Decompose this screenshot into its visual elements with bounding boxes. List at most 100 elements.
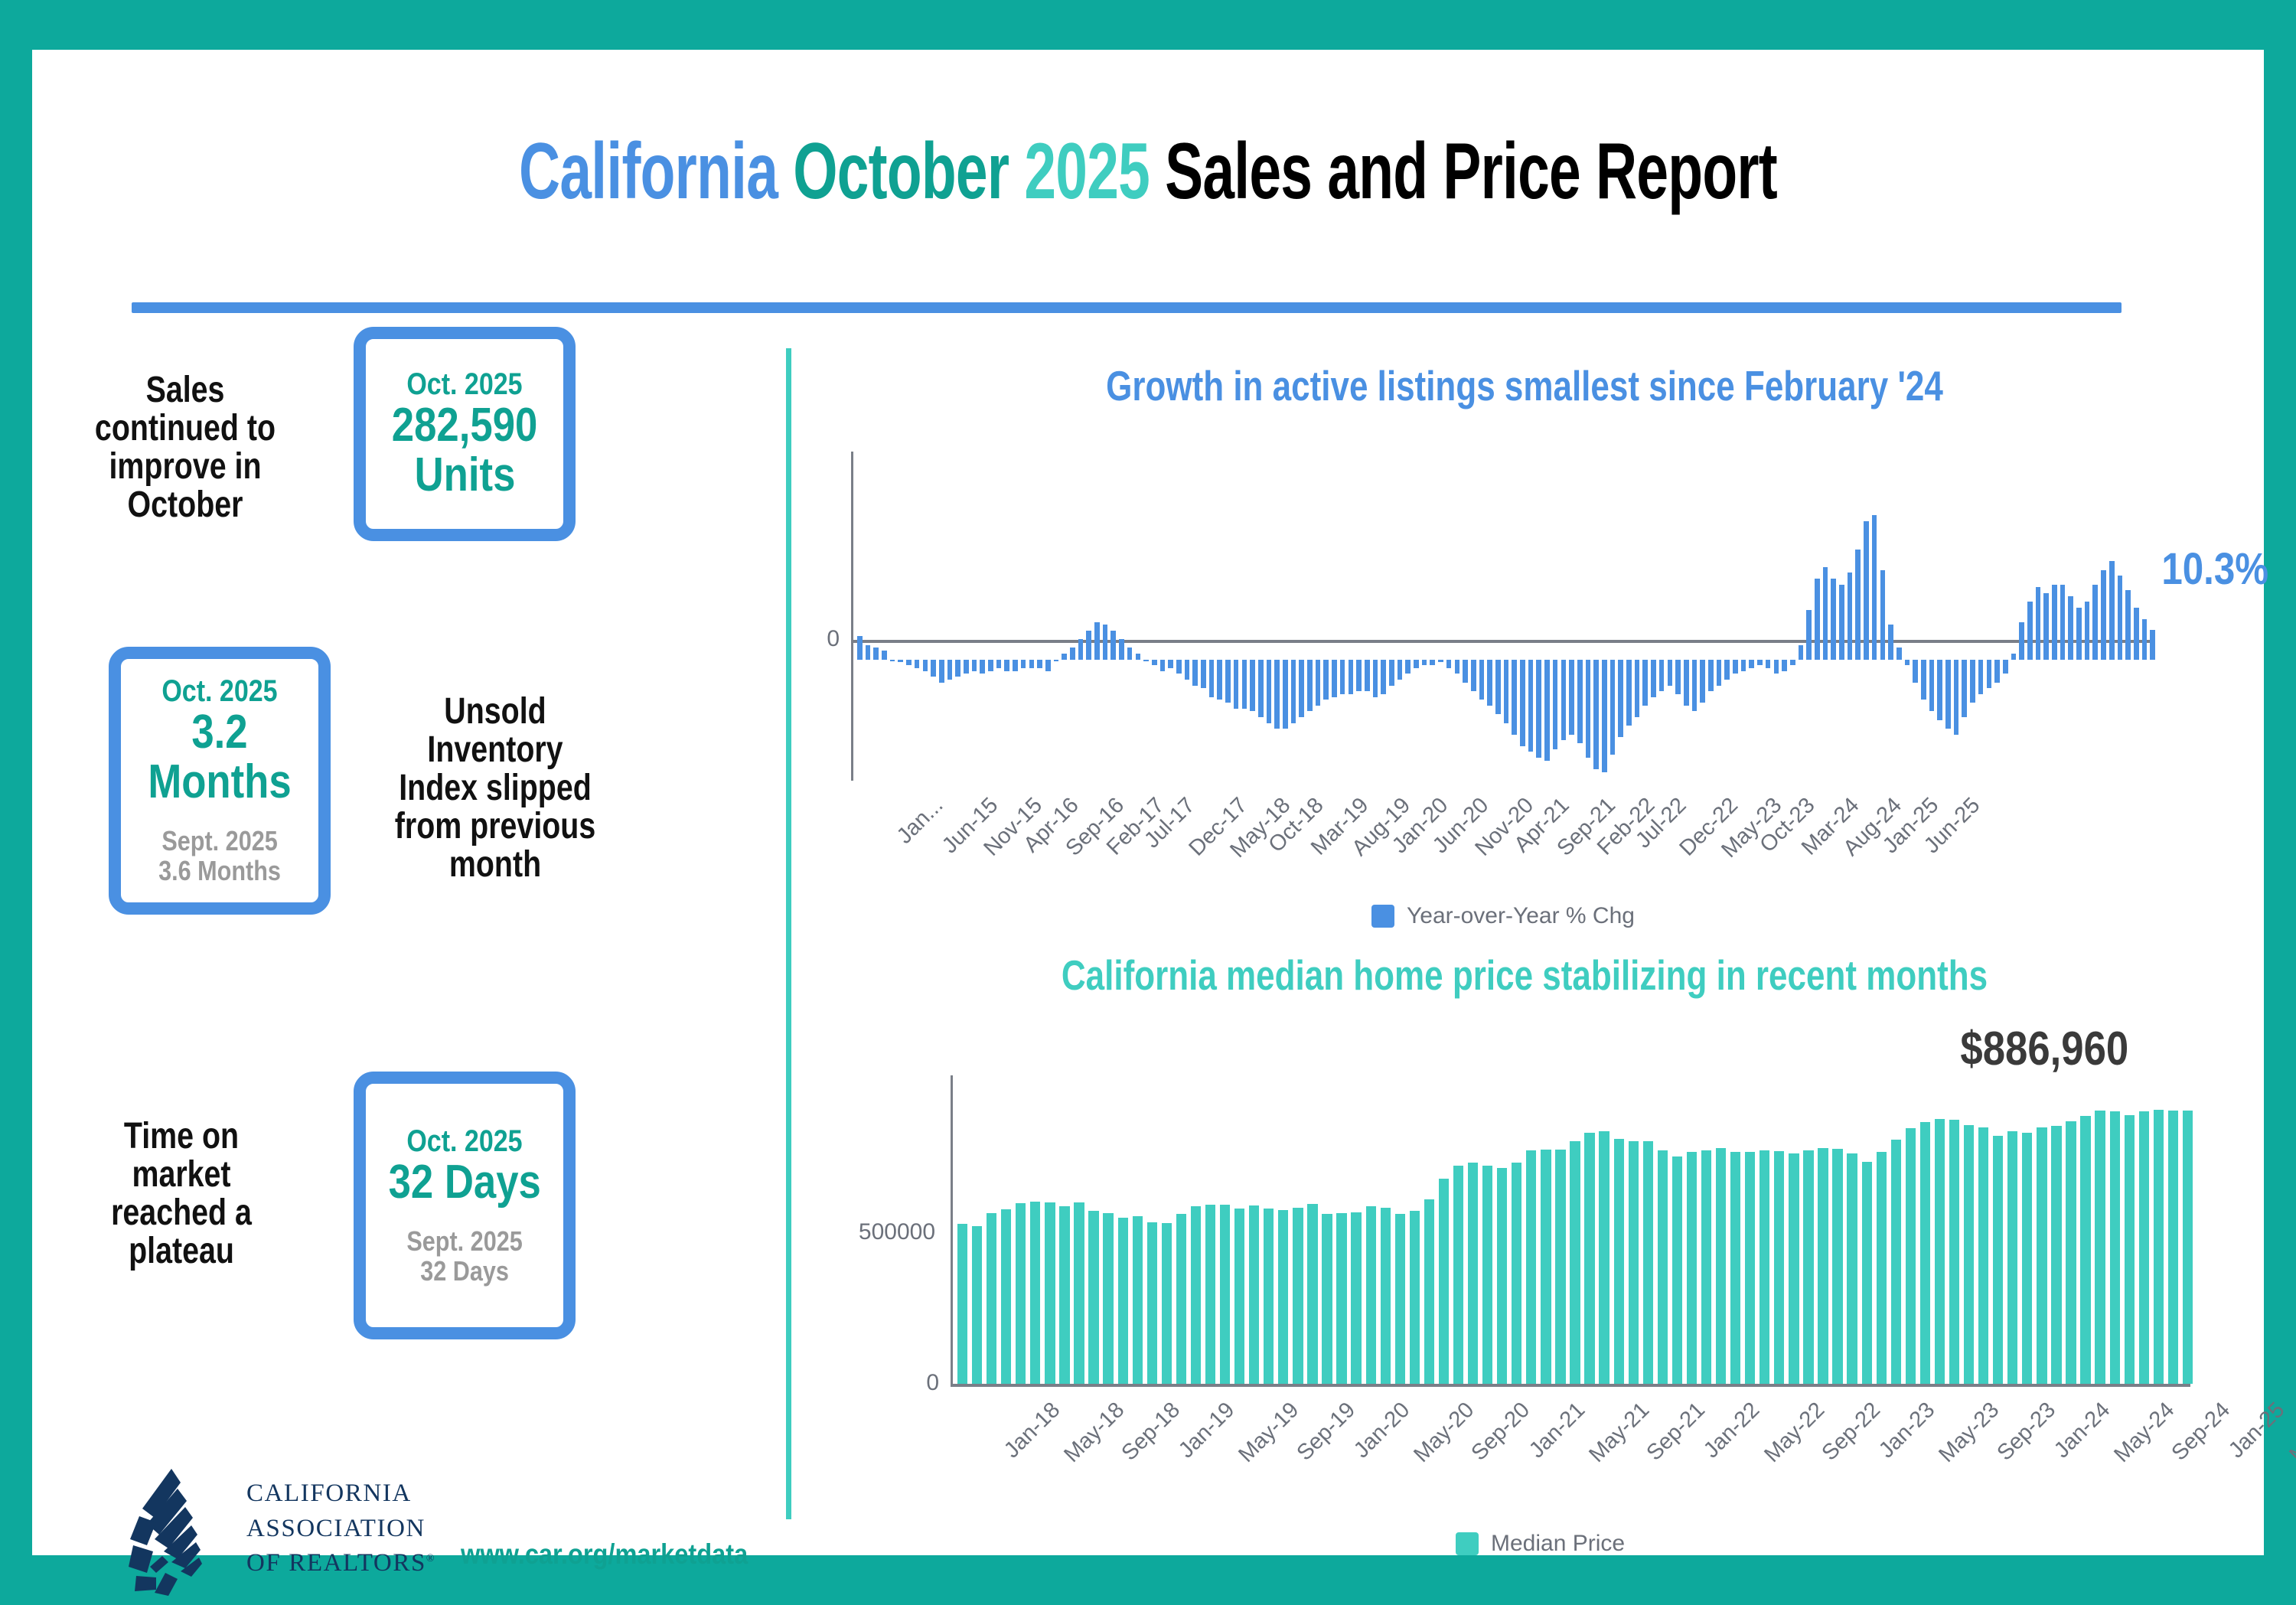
chart2-bar [1234, 1209, 1245, 1384]
chart2-bar [1074, 1202, 1084, 1384]
chart1-bar [2076, 607, 2082, 660]
chart2-bar [2167, 1110, 2179, 1384]
chart1-bar [1356, 659, 1362, 692]
chart1-bar [1405, 659, 1411, 674]
chart1-bar [1257, 659, 1264, 718]
chart1-bar [988, 659, 993, 671]
chart1-bar [1855, 550, 1861, 660]
chart1-bar [1470, 659, 1476, 692]
stat-row-time-on-market: Time on market reached a plateau Oct. 2025 … [32, 1072, 767, 1347]
chart1-bar [1569, 659, 1574, 735]
chart2-bar [1249, 1205, 1260, 1384]
chart2-bar [1890, 1140, 1901, 1384]
chart1-bar [1503, 659, 1509, 723]
chart1-bar [980, 659, 986, 674]
chart2-bar [1715, 1147, 1727, 1384]
chart1-bar [1045, 659, 1051, 671]
chart1-bar [906, 659, 912, 666]
chart1-legend-swatch [1371, 905, 1394, 928]
chart1-bar [1323, 659, 1329, 700]
market-data-url[interactable]: www.car.org/marketdata [461, 1538, 748, 1570]
stat-month-sales: Oct. 2025 [406, 367, 523, 401]
chart2-x-tick: May-20 [1409, 1398, 1479, 1468]
chart1-zero-line [851, 640, 2152, 643]
chart2-bar [1001, 1209, 1012, 1384]
title-part-rest: Sales and Price Report [1165, 127, 1778, 216]
chart1-bar [1013, 659, 1018, 671]
chart1-bar [865, 644, 871, 660]
chart2-bar [1760, 1150, 1770, 1384]
chart1-bar [1372, 659, 1378, 697]
stat-value-inventory: 3.2 Months [148, 706, 292, 809]
page-title: California October 2025 Sales and Price … [344, 126, 1952, 217]
chart2-bar [1045, 1202, 1055, 1384]
chart1-bar [1962, 659, 1968, 718]
chart2-bar [2138, 1111, 2149, 1384]
chart1-bar [1299, 659, 1304, 718]
chart1-bar [1978, 659, 1984, 694]
chart1-bar [2125, 590, 2131, 660]
chart2-bar [1380, 1208, 1391, 1384]
chart1-bar [1691, 659, 1698, 712]
chart1-bar [1773, 659, 1779, 674]
chart1-bar [1421, 659, 1427, 666]
chart1-bar [1994, 659, 2000, 683]
chart1-bar [1201, 659, 1206, 689]
chart1-bar [1798, 644, 1804, 660]
chart1-bar [1446, 659, 1452, 668]
chart1-bar [2108, 561, 2115, 660]
stat-prev-month-time-on-market: Sept. 2025 [406, 1225, 523, 1257]
column-divider [786, 348, 791, 1519]
chart-active-listings-yoy: 0 10.3% Jan... Jun-15 Nov-15 Apr-16 Sep-16 Fe… [827, 452, 2268, 863]
chart2-bar [1774, 1151, 1785, 1384]
chart1-bar [1536, 659, 1542, 758]
chart2-bar [1030, 1201, 1041, 1384]
chart1-bar [1463, 659, 1468, 683]
chart2-ytick-0: 0 [926, 1370, 939, 1395]
chart1-bar [1847, 573, 1853, 660]
stat-prev-value-inventory: 3.6 Months [158, 855, 281, 887]
chart1-bar [1110, 630, 1117, 660]
chart2-bar [1730, 1152, 1741, 1384]
chart2-x-tick: Jan-19 [1174, 1398, 1240, 1463]
chart1-bar [1782, 659, 1787, 671]
stat-value-sales: 282,590 [391, 398, 538, 452]
chart1-bar [1561, 659, 1567, 741]
chart1-bar [1945, 659, 1951, 729]
chart1-bar [2052, 584, 2057, 660]
poster-frame: California October 2025 Sales and Price … [32, 50, 2296, 1596]
chart-title-active-listings: Growth in active listings smallest since… [1106, 362, 1943, 409]
chart1-bar [1789, 659, 1795, 666]
chart1-bar [1487, 659, 1492, 706]
chart2-bar [1205, 1204, 1216, 1384]
chart1-bar [1168, 659, 1173, 668]
chart2-legend: Median Price [1456, 1531, 1625, 1557]
chart1-bar [2084, 602, 2090, 660]
chart1-bar [1618, 659, 1623, 738]
chart1-bar [1871, 514, 1877, 660]
chart2-bar [1599, 1130, 1609, 1384]
chart1-bar [882, 651, 887, 660]
chart1-bar [1290, 659, 1296, 723]
chart2-bar [957, 1224, 968, 1384]
chart1-bar [1225, 659, 1231, 703]
chart1-bar [1675, 659, 1681, 694]
chart2-bar [1642, 1141, 1653, 1384]
chart1-bar [914, 659, 920, 668]
chart1-bar [2002, 659, 2008, 674]
chart1-bar [1119, 639, 1124, 660]
chart1-bar [2011, 654, 2017, 660]
stat-caption-inventory: Unsold Inventory Index slipped from previou… [394, 691, 596, 885]
chart2-bars [955, 1075, 2195, 1384]
chart1-bar [1765, 659, 1771, 668]
chart2-bar [1497, 1167, 1508, 1384]
chart1-bar [873, 648, 879, 660]
chart1-bar [2060, 584, 2066, 660]
chart2-y-axis [951, 1075, 953, 1385]
chart2-bar [1934, 1119, 1945, 1384]
stat-month-time-on-market: Oct. 2025 [406, 1124, 523, 1158]
chart1-bar [1904, 659, 1910, 666]
chart1-annotation: 10.3% [2161, 544, 2269, 594]
chart2-bar [1949, 1120, 1960, 1384]
chart2-bar [1365, 1206, 1376, 1384]
